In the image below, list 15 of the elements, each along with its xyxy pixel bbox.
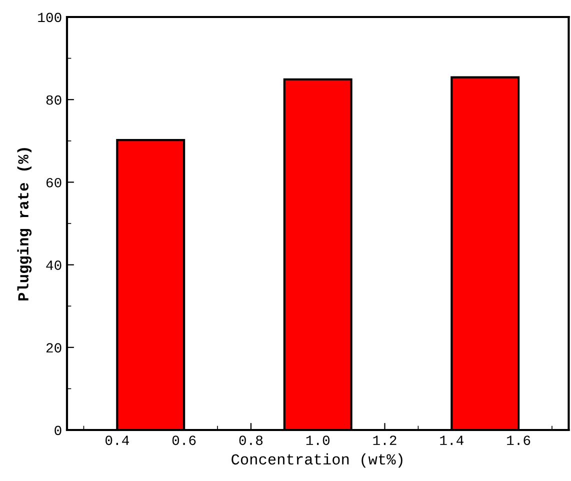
y-tick-label: 0 <box>54 426 62 436</box>
y-axis-title: Plugging rate (%) <box>17 148 32 300</box>
x-tick-label: 0.4 <box>106 436 129 446</box>
x-tick-label: 0.8 <box>239 436 263 446</box>
y-tick-label: 100 <box>38 12 62 22</box>
y-tick-label: 20 <box>46 343 62 353</box>
y-tick-label: 40 <box>46 260 62 270</box>
x-tick-label: 1.4 <box>440 436 464 445</box>
x-axis-title: Concentration (wt%) <box>232 453 402 468</box>
x-tick-label: 1.6 <box>507 436 530 446</box>
x-tick-label: 0.6 <box>172 436 196 446</box>
y-tick-label: 80 <box>46 95 62 105</box>
y-tick-label: 60 <box>46 178 62 188</box>
x-tick-label: 1.2 <box>373 436 396 445</box>
x-tick-label: 1.0 <box>306 436 330 446</box>
